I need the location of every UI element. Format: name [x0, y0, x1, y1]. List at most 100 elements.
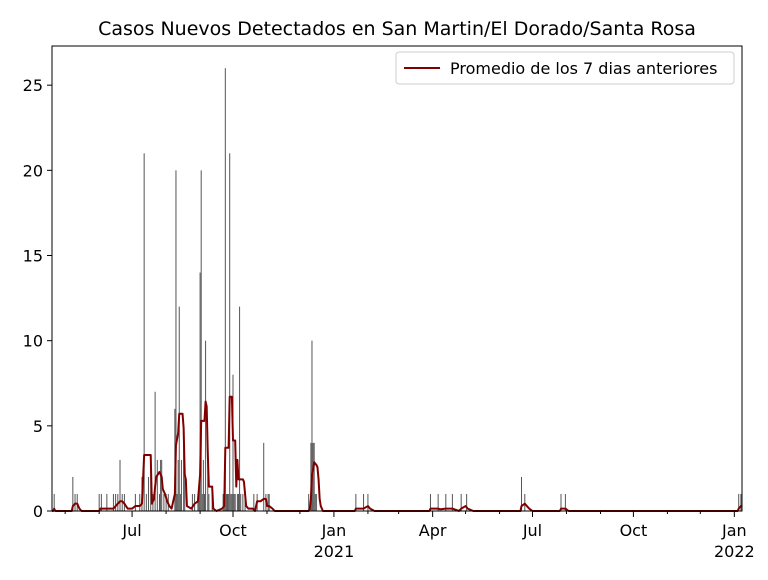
case-bar [429, 493, 431, 511]
case-bar [178, 306, 180, 511]
y-tick-label: 10 [23, 332, 43, 351]
case-bar [139, 493, 141, 511]
case-bar [179, 493, 181, 511]
legend: Promedio de los 7 dias anteriores [395, 51, 735, 85]
case-bar [268, 493, 270, 511]
case-bar [100, 493, 102, 511]
x-tick-label: Jan [721, 521, 747, 540]
daily-cases-bars [53, 68, 742, 511]
case-bar [524, 493, 526, 511]
case-bar [203, 493, 205, 511]
case-bar [115, 493, 117, 511]
case-bar [521, 476, 523, 511]
case-bar [222, 493, 224, 511]
x-tick-label: Jul [522, 521, 542, 540]
case-bar [263, 442, 265, 511]
y-tick-label: 20 [23, 161, 43, 180]
case-bar [145, 493, 147, 511]
y-tick-label: 0 [33, 502, 43, 521]
case-bar [228, 493, 230, 511]
case-bar [314, 493, 316, 511]
case-bar [191, 493, 193, 511]
x-tick-label: Jan [321, 521, 347, 540]
case-bar [163, 493, 165, 511]
case-bar [176, 493, 178, 511]
case-bar [154, 391, 156, 511]
case-bar [106, 493, 108, 511]
case-bar [98, 493, 100, 511]
case-bar [236, 493, 238, 511]
case-bar [445, 493, 447, 511]
case-bar [564, 493, 566, 511]
case-bar [239, 306, 241, 511]
case-bar [156, 459, 158, 511]
case-bar [560, 493, 562, 511]
chart-title: Casos Nuevos Detectados en San Martin/El… [98, 18, 696, 40]
average-line [52, 395, 742, 512]
case-bar [119, 459, 121, 511]
y-tick-label: 25 [23, 76, 43, 95]
x-tick-label: Jul [121, 521, 141, 540]
case-bar [208, 493, 210, 511]
case-bar [227, 493, 229, 511]
case-bar [267, 493, 269, 511]
case-bar [308, 493, 310, 511]
case-bar [355, 493, 357, 511]
case-bar [237, 493, 239, 511]
case-bar [312, 442, 314, 511]
case-bar [184, 476, 186, 511]
case-bar [313, 442, 315, 511]
case-bar [112, 493, 114, 511]
case-bar [160, 459, 162, 511]
case-bar [180, 459, 182, 511]
case-bar [200, 170, 202, 511]
case-bar [230, 493, 232, 511]
case-bar [177, 459, 179, 511]
case-bar [311, 340, 313, 511]
x-axis-ticks: Jul Oct Jan 2021 Apr Jul Oct Jan 2022 [64, 511, 755, 561]
case-bar [232, 374, 234, 511]
case-bar [198, 493, 200, 511]
case-bar [175, 170, 177, 511]
y-tick-label: 15 [23, 247, 43, 266]
legend-label: Promedio de los 7 dias anteriores [450, 59, 717, 78]
case-bar [183, 442, 185, 511]
case-bar [165, 493, 167, 511]
case-bar [466, 493, 468, 511]
case-bar [253, 493, 255, 511]
case-bar [363, 493, 365, 511]
case-bar [201, 493, 203, 511]
x-tick-year-label: 2022 [714, 542, 755, 561]
y-axis-ticks: 0 5 10 15 20 25 [23, 76, 52, 521]
case-bar [53, 493, 55, 511]
case-bar [367, 493, 369, 511]
x-tick-label: Oct [219, 521, 247, 540]
y-tick-label: 5 [33, 417, 43, 436]
case-bar [202, 459, 204, 511]
case-bar [242, 493, 244, 511]
case-bar [234, 493, 236, 511]
case-bar [460, 493, 462, 511]
case-bar [231, 493, 233, 511]
case-bar [74, 493, 76, 511]
case-bar [159, 493, 160, 511]
x-tick-label: Apr [419, 521, 447, 540]
case-bar [437, 493, 439, 511]
case-bar [199, 272, 201, 511]
case-bar [224, 68, 226, 511]
case-bar [207, 459, 209, 511]
case-bar [76, 493, 78, 511]
x-tick-label: Oct [620, 521, 648, 540]
case-bar [148, 476, 150, 511]
plot-frame [51, 45, 743, 512]
case-bar [143, 153, 145, 511]
case-bar [240, 493, 242, 511]
case-bar [229, 153, 231, 511]
case-bar [451, 493, 453, 511]
case-bar [740, 493, 742, 511]
case-bar [315, 493, 317, 511]
case-bar [134, 493, 136, 511]
case-bar [205, 340, 207, 511]
